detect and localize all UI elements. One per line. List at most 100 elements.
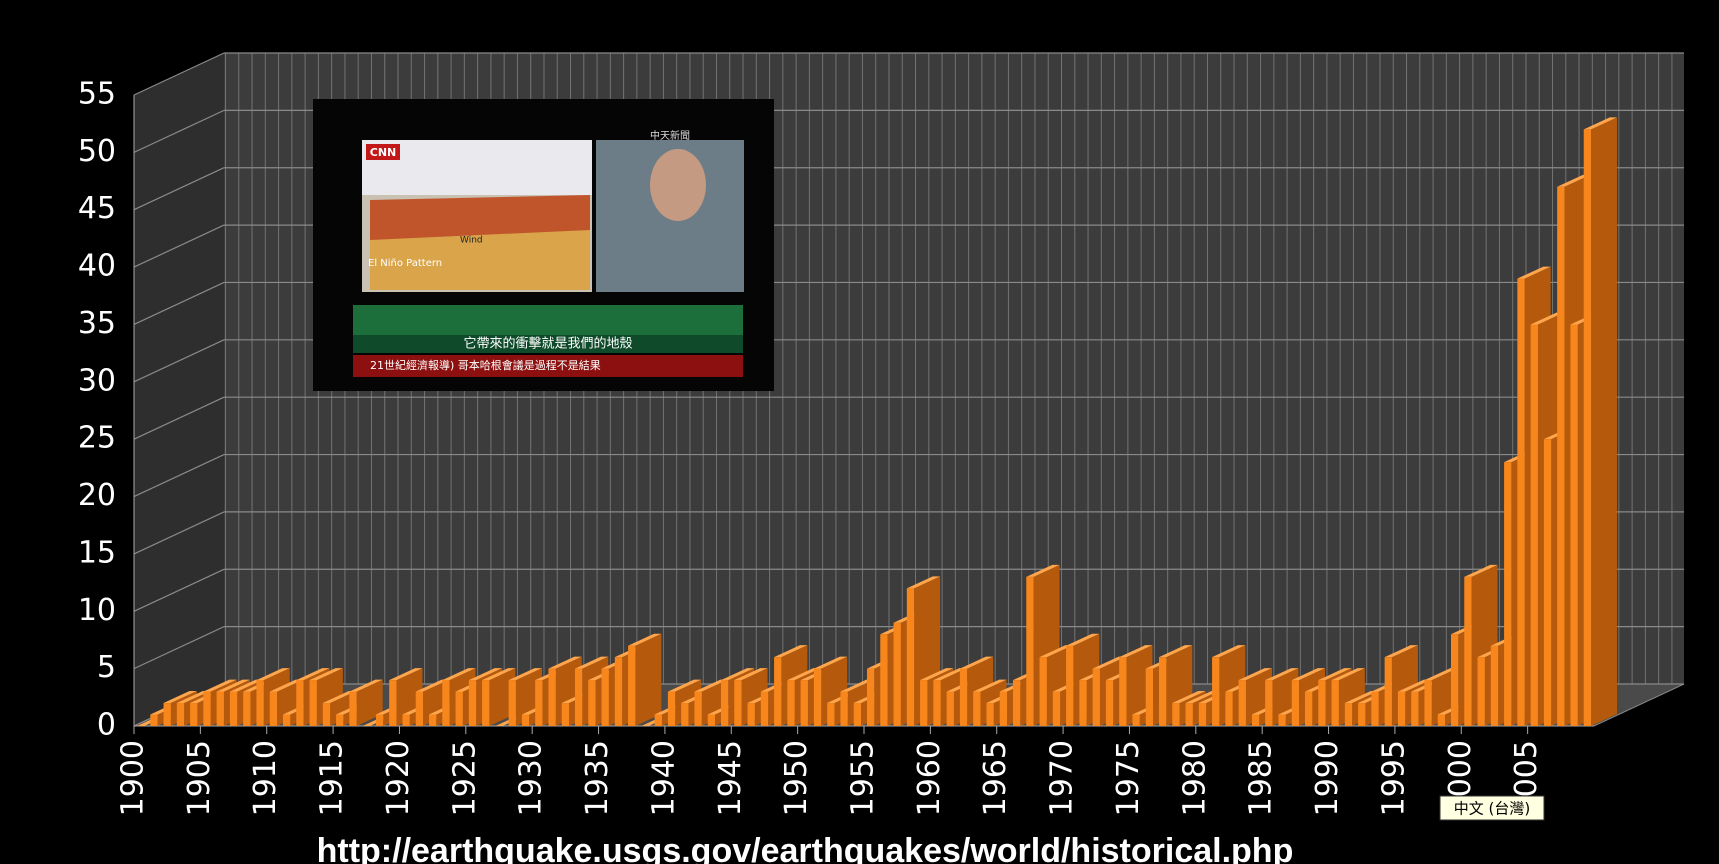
bar-side <box>635 634 661 726</box>
inset-face <box>650 149 706 221</box>
bar-front <box>402 715 409 726</box>
bar-front <box>336 715 343 726</box>
bar-front <box>150 715 157 726</box>
bar-front <box>1531 324 1538 726</box>
bar-front <box>774 657 781 726</box>
bar-front <box>243 692 250 726</box>
inset-banner <box>353 305 743 335</box>
y-tick-label: 30 <box>78 363 116 398</box>
bar <box>628 634 661 726</box>
bar-front <box>960 669 967 726</box>
x-tick-label: 1970 <box>1045 740 1080 816</box>
bar-front <box>840 692 847 726</box>
bar-front <box>694 692 701 726</box>
bar-front <box>920 680 927 726</box>
bar-front <box>1239 680 1246 726</box>
bar-front <box>588 680 595 726</box>
bar-front <box>814 669 821 726</box>
bar-front <box>1053 692 1060 726</box>
bar-front <box>1424 680 1431 726</box>
x-tick-label: 1945 <box>713 740 748 816</box>
bar-front <box>230 692 237 726</box>
bar-front <box>1106 680 1113 726</box>
y-tick-label: 50 <box>78 134 116 169</box>
bar-side <box>1591 117 1617 726</box>
bar-front <box>907 588 914 726</box>
bar-front <box>296 680 303 726</box>
inset-channel: 中天新聞 <box>650 129 690 142</box>
bar-front <box>1040 657 1047 726</box>
bar-front <box>734 680 741 726</box>
y-tick-label: 55 <box>78 77 116 112</box>
bar-front <box>283 715 290 726</box>
bar-front <box>1305 692 1312 726</box>
bar-front <box>1252 715 1259 726</box>
bar-front <box>1013 680 1020 726</box>
video-inset: CNN 中天新聞 El Niño Pattern Wind 它帶來的衝擊就是我們… <box>313 99 774 391</box>
bar-front <box>190 703 197 726</box>
bar-front <box>1385 657 1392 726</box>
bar-front <box>854 703 861 726</box>
bar-front <box>761 692 768 726</box>
bar-front <box>721 680 728 726</box>
y-tick-label: 25 <box>78 421 116 456</box>
chart: CNN 中天新聞 El Niño Pattern Wind 它帶來的衝擊就是我們… <box>0 0 1719 864</box>
bar-front <box>894 623 901 726</box>
bar-front <box>1212 657 1219 726</box>
bar-front <box>548 669 555 726</box>
tooltip: 中文 (台灣) <box>1454 800 1530 818</box>
bar-front <box>947 692 954 726</box>
bar-front <box>1398 692 1405 726</box>
bar-front <box>1199 703 1206 726</box>
x-tick-label: 1980 <box>1177 740 1212 816</box>
x-tick-label: 1995 <box>1376 740 1411 816</box>
bar-front <box>1491 646 1498 726</box>
bar <box>1584 117 1617 726</box>
bar-front <box>1544 439 1551 726</box>
bar-front <box>1292 680 1299 726</box>
bar-front <box>867 669 874 726</box>
bar-front <box>562 703 569 726</box>
bar-front <box>681 703 688 726</box>
y-tick-label: 5 <box>97 650 116 685</box>
x-tick-label: 1955 <box>846 740 881 816</box>
bar-front <box>1371 692 1378 726</box>
bar-front <box>164 703 171 726</box>
bar-front <box>1119 657 1126 726</box>
bar-front <box>1225 692 1232 726</box>
inset-headline: 它帶來的衝擊就是我們的地殼 <box>463 336 632 352</box>
y-tick-label: 40 <box>78 249 116 284</box>
bar-front <box>1318 680 1325 726</box>
bar-front <box>1345 703 1352 726</box>
inset-logo: CNN <box>370 146 397 159</box>
bar-front <box>1066 646 1073 726</box>
bar-front <box>1411 692 1418 726</box>
x-tick-label: 1900 <box>116 740 151 816</box>
bar-front <box>535 680 542 726</box>
x-tick-label: 1940 <box>646 740 681 816</box>
bar-front <box>1358 703 1365 726</box>
bar-front <box>748 703 755 726</box>
x-tick-label: 1965 <box>978 740 1013 816</box>
bar-front <box>310 680 317 726</box>
bar-front <box>628 646 635 726</box>
x-tick-label: 1910 <box>248 740 283 816</box>
bar-front <box>1278 715 1285 726</box>
inset-caption: El Niño Pattern <box>368 258 442 269</box>
bar-front <box>429 715 436 726</box>
bar-front <box>1000 692 1007 726</box>
bar-front <box>1570 324 1577 726</box>
x-tick-label: 1925 <box>447 740 482 816</box>
bar-front <box>217 692 224 726</box>
bar-front <box>1186 703 1193 726</box>
bar-front <box>482 680 489 726</box>
bar-front <box>615 657 622 726</box>
y-tick-label: 35 <box>78 306 116 341</box>
bar-front <box>1332 680 1339 726</box>
bar-front <box>575 669 582 726</box>
bar-front <box>1026 577 1033 726</box>
y-tick-label: 15 <box>78 535 116 570</box>
bar-front <box>1438 715 1445 726</box>
x-tick-label: 1920 <box>381 740 416 816</box>
bar-front <box>1517 279 1524 726</box>
